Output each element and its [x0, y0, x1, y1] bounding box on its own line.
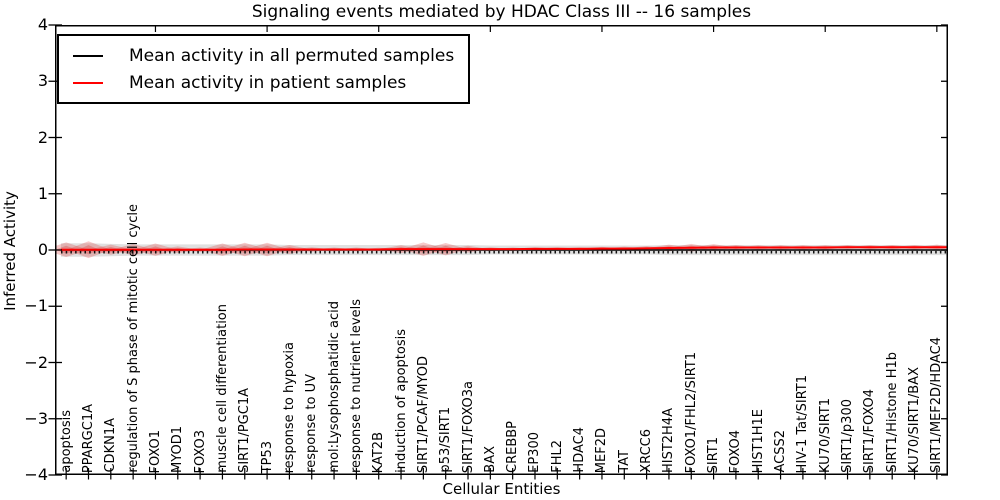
ytick-label: −1 — [24, 296, 48, 316]
xcat-label: ACSS2 — [773, 430, 789, 473]
legend: Mean activity in all permuted samples Me… — [57, 34, 471, 104]
plot-area — [48, 24, 948, 480]
xcat-label: CREBBP — [505, 421, 521, 473]
xcat-label: KAT2B — [371, 431, 387, 473]
xcat-label: SIRT1/MEF2D/HDAC4 — [929, 337, 945, 473]
xcat-label: response to UV — [304, 374, 320, 473]
xcat-label: HDAC4 — [572, 427, 588, 473]
ytick-label: 4 — [37, 15, 48, 34]
patient-mean-line — [61, 246, 948, 251]
xcat-label: SIRT1/PGC1A — [237, 388, 253, 473]
legend-label: Mean activity in all permuted samples — [129, 45, 455, 66]
xcat-label: FHL2 — [549, 440, 565, 473]
xcat-label: MEF2D — [594, 427, 610, 473]
xcat-label: FOXO3 — [192, 429, 208, 473]
legend-line-sample-black — [73, 54, 103, 57]
ytick-label: 3 — [37, 71, 48, 91]
xcat-label: HIST1H1E — [750, 408, 766, 473]
xcat-label: SIRT1/FOXO4 — [862, 388, 878, 473]
ytick-label: 1 — [37, 183, 48, 203]
xcat-label: SIRT1/p300 — [840, 399, 856, 473]
legend-line-sample-red — [73, 81, 103, 84]
xcat-label: EP300 — [527, 432, 543, 473]
legend-label: Mean activity in patient samples — [129, 72, 407, 93]
xcat-label: SIRT1 — [706, 436, 722, 473]
xcat-label: induction of apoptosis — [393, 329, 409, 473]
ytick-label: −4 — [24, 465, 48, 484]
xcat-label: response to hypoxia — [281, 341, 297, 473]
xcat-label: muscle cell differentiation — [214, 304, 230, 473]
chart-title: Signaling events mediated by HDAC Class … — [251, 2, 752, 22]
xcat-label: SIRT1/Histone H1b — [884, 352, 900, 473]
xcat-label: FOXO1 — [147, 429, 163, 473]
xcat-label: HIV-1 Tat/SIRT1 — [795, 374, 811, 473]
xcat-label: TAT — [616, 450, 632, 473]
xcat-label: TP53 — [259, 440, 275, 473]
xcat-label: SIRT1/FOXO3a — [460, 380, 476, 473]
ytick-label: 2 — [37, 127, 48, 147]
xcat-label: mol:Lysophosphatidic acid — [326, 301, 342, 473]
ytick-label: −2 — [24, 352, 48, 372]
xcat-label: response to nutrient levels — [348, 298, 364, 473]
xcat-label: KU70/SIRT1/BAX — [907, 366, 922, 473]
xcat-label: PPARGC1A — [80, 403, 96, 473]
xcat-label: regulation of S phase of mitotic cell cy… — [125, 204, 141, 473]
xcat-label: SIRT1/PCAF/MYOD — [415, 355, 431, 473]
xcat-label: HIST2H4A — [661, 407, 677, 473]
x-axis-title: Cellular Entities — [442, 480, 561, 498]
xcat-label: CDKN1A — [103, 418, 119, 473]
legend-entry-patient: Mean activity in patient samples — [73, 69, 454, 96]
ytick-label: −3 — [24, 408, 48, 428]
xcat-label: MYOD1 — [170, 426, 186, 473]
xcat-label: XRCC6 — [639, 429, 655, 473]
xcat-label: FOXO1/FHL2/SIRT1 — [683, 351, 699, 473]
legend-entry-permuted: Mean activity in all permuted samples — [73, 42, 454, 69]
xcat-label: FOXO4 — [728, 429, 744, 473]
xcat-label: KU70/SIRT1 — [817, 398, 833, 473]
ytick-label: 0 — [37, 240, 48, 259]
xcat-label: apoptosis — [58, 410, 74, 473]
xcat-label: BAX — [482, 446, 498, 473]
xcat-label: p53/SIRT1 — [438, 407, 454, 473]
y-axis-title: Inferred Activity — [1, 191, 19, 311]
